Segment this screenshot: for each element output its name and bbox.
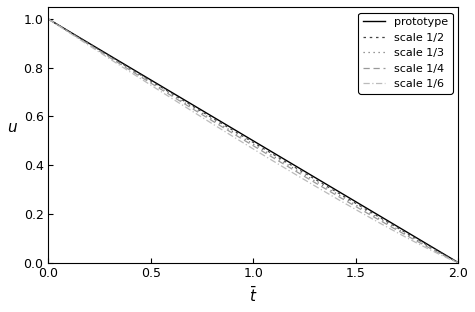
scale 1/4: [446, 256, 451, 260]
scale 1/4: [46, 17, 51, 21]
scale 1/2: [446, 255, 451, 259]
scale 1/2: [240, 134, 246, 138]
prototype: [381, 217, 387, 221]
scale 1/3: [289, 166, 295, 169]
scale 1/6: [267, 157, 273, 161]
Line: scale 1/4: scale 1/4: [48, 19, 458, 262]
scale 1/4: [267, 154, 273, 158]
Line: scale 1/3: scale 1/3: [48, 19, 458, 262]
scale 1/4: [289, 167, 295, 171]
scale 1/2: [381, 218, 387, 222]
scale 1/3: [381, 220, 387, 223]
scale 1/2: [243, 136, 248, 140]
scale 1/6: [243, 142, 248, 146]
prototype: [240, 133, 246, 137]
Line: scale 1/2: scale 1/2: [48, 19, 458, 262]
scale 1/3: [46, 17, 51, 21]
scale 1/2: [455, 261, 461, 264]
scale 1/6: [240, 141, 246, 144]
scale 1/3: [455, 261, 461, 264]
Y-axis label: $u$: $u$: [7, 120, 18, 135]
prototype: [455, 261, 461, 264]
prototype: [289, 162, 295, 166]
scale 1/2: [46, 17, 51, 21]
scale 1/3: [267, 152, 273, 156]
scale 1/6: [446, 256, 451, 260]
scale 1/3: [446, 256, 451, 259]
scale 1/6: [455, 261, 461, 264]
prototype: [267, 149, 273, 153]
Line: prototype: prototype: [48, 19, 458, 262]
scale 1/2: [267, 151, 273, 154]
prototype: [46, 17, 51, 21]
scale 1/4: [243, 139, 248, 143]
Line: scale 1/6: scale 1/6: [48, 19, 458, 262]
scale 1/6: [289, 171, 295, 174]
Legend: prototype, scale 1/2, scale 1/3, scale 1/4, scale 1/6: prototype, scale 1/2, scale 1/3, scale 1…: [359, 12, 453, 94]
prototype: [243, 134, 248, 138]
scale 1/3: [243, 138, 248, 141]
prototype: [446, 255, 451, 259]
scale 1/4: [381, 221, 387, 225]
X-axis label: $\bar{t}$: $\bar{t}$: [249, 286, 257, 305]
scale 1/4: [240, 138, 246, 141]
scale 1/3: [240, 136, 246, 140]
scale 1/6: [46, 17, 51, 21]
scale 1/6: [381, 224, 387, 227]
scale 1/2: [289, 164, 295, 168]
scale 1/4: [455, 261, 461, 264]
